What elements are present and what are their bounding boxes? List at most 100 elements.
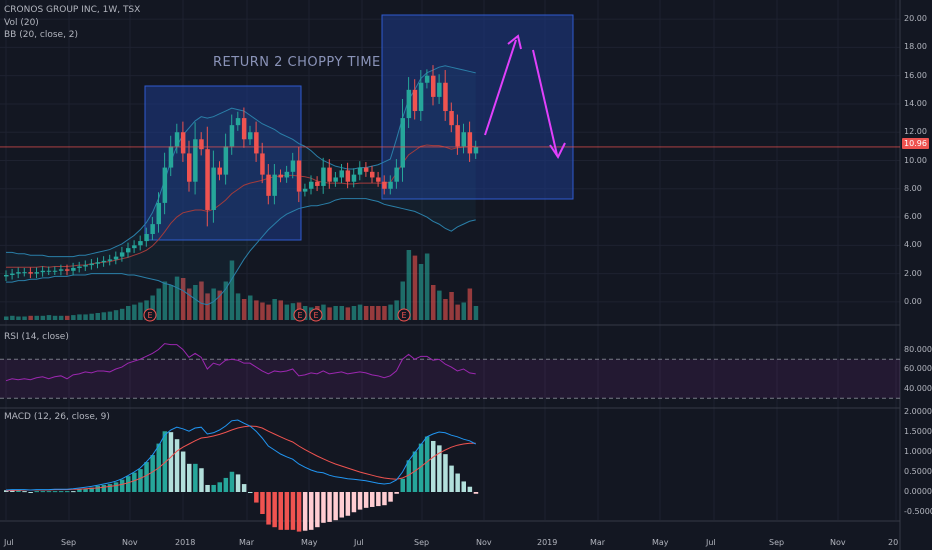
time-tick-label: Nov [122,538,138,547]
candle-body [28,272,33,274]
candle-body [132,245,137,249]
volume-bar [278,300,283,320]
candle-body [406,89,412,119]
time-tick-label: Jul [4,538,14,547]
candle-body [272,174,277,196]
macd-histogram-bar [418,443,424,492]
price-tick-label: 12.00 [904,127,927,137]
macd-histogram-bar [107,484,113,492]
time-tick-label: Sep [414,538,430,547]
volume-bar [284,304,290,320]
volume-bar [119,308,125,320]
rsi-band [0,359,900,399]
candle-body [46,270,52,272]
macd-histogram-bar [229,471,235,492]
volume-bar [260,302,265,320]
bb-fill [6,65,476,305]
candle-body [205,149,210,210]
volume-bar [71,315,76,320]
volume-bar [370,306,375,320]
candle-body [229,125,235,147]
macd-histogram-bar [278,492,283,530]
macd-histogram-bar [71,491,76,493]
macd-histogram-bar [431,440,436,492]
time-tick-label: 20 [888,538,899,547]
macd-histogram-bar [449,465,454,492]
candle-body [187,153,192,182]
candle-body [199,139,204,150]
candle-body [351,174,357,182]
time-tick-label: Jul [706,538,716,547]
rsi-tick-label: 40.0000 [904,383,932,393]
volume-bar [461,302,466,320]
macd-histogram-bar [309,492,314,530]
candle-body [339,170,344,178]
macd-histogram-bar [28,492,33,493]
volume-bar [351,306,357,320]
candle-body [321,167,326,186]
volume-bar [107,311,113,320]
candle-body [156,202,161,225]
candle-body [10,273,15,276]
candle-body [290,160,296,172]
price-tick-label: 20.00 [904,14,927,24]
time-tick-label: May [652,538,669,547]
time-tick-label: Mar [590,538,606,547]
macd-histogram-bar [473,492,479,494]
volume-bar [406,250,412,320]
volume-bar [467,288,473,320]
candle-body [235,118,241,126]
macd-histogram-bar [89,487,94,492]
volume-bar [241,299,247,320]
price-tick-label: 4.00 [904,240,922,250]
candle-body [211,167,216,210]
macd-histogram-bar [40,491,46,493]
candle-body [388,181,393,189]
macd-histogram-bar [382,492,387,506]
earnings-label-1: E [297,311,302,320]
arrow-up-line [484,39,517,136]
candle-body [461,132,466,147]
volume-bar [333,306,338,320]
volume-bar [199,281,204,320]
volume-bar [193,285,198,320]
macd-histogram-bar [46,491,52,493]
candle-body [126,248,131,253]
candle-body [412,89,418,112]
macd-histogram-bar [168,432,174,492]
macd-histogram-bar [437,445,442,492]
price-tick-label: 8.00 [904,183,922,193]
macd-histogram-bar [424,436,430,492]
macd-histogram-bar [16,490,21,492]
earnings-label-0: E [147,311,152,320]
candle-body [65,269,70,271]
macd-histogram-bar [333,492,338,521]
volume-bar [248,295,253,320]
volume-bar [418,264,424,320]
candle-body [83,265,88,267]
volume-bar [382,306,387,320]
time-tick-label: 2018 [175,538,196,547]
annotation-text: RETURN 2 CHOPPY TIME [213,55,381,70]
candle-body [394,167,399,182]
macd-histogram-bar [241,484,247,492]
macd-histogram-bar [321,492,326,523]
volume-bar [223,281,229,320]
volume-bar [455,304,460,320]
candle-body [370,171,375,178]
volume-bar [266,304,271,320]
arrow-up-head [507,34,522,50]
volume-bar [113,310,119,320]
macd-histogram-bar [65,491,70,493]
volume-bar [412,255,418,320]
candle-body [296,160,302,192]
macd-histogram-bar [199,468,204,492]
candle-body [71,267,76,271]
earnings-marker-1 [293,308,307,322]
macd-histogram-bar [296,492,302,532]
macd-histogram-bar [339,492,344,518]
macd-histogram-bar [150,455,155,492]
last-price-tag: 10.96 [902,138,929,149]
volume-bar [376,306,381,320]
